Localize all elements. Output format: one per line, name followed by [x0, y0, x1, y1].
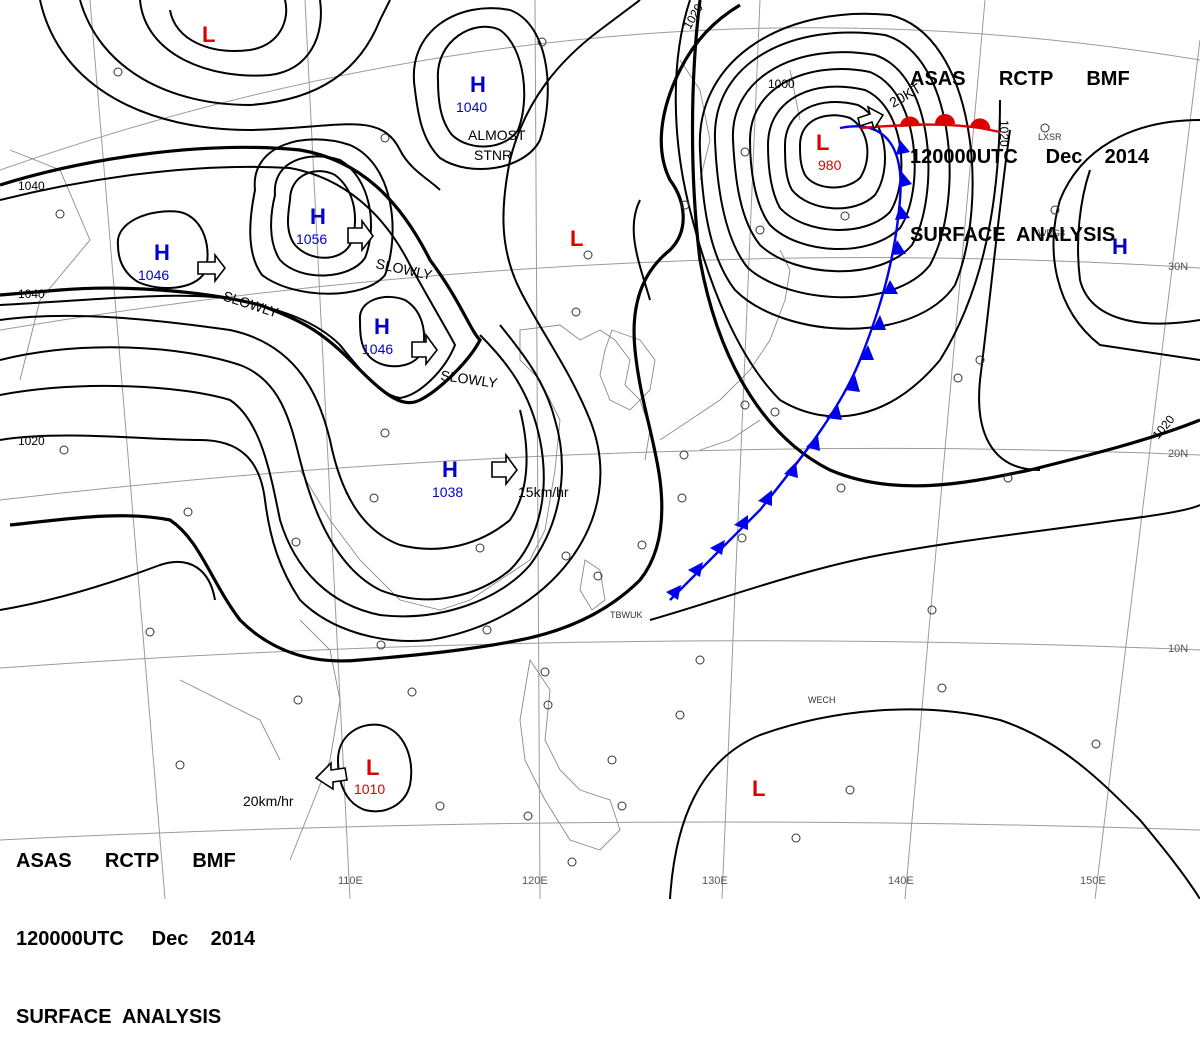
- cold-front-triangles: [666, 140, 912, 600]
- low-marker-manchuria: L: [570, 226, 583, 251]
- header-bottom-line-3: SURFACE ANALYSIS: [16, 1004, 255, 1030]
- station-id-tbwuk: TBWUK: [610, 610, 643, 620]
- header-bottom-code: BMF: [192, 850, 235, 872]
- low-marker-1010: L: [366, 755, 379, 780]
- isobar-ring-c: [0, 316, 527, 549]
- taiwan-coast: [580, 560, 605, 610]
- high-marker-1040n: H: [470, 72, 486, 97]
- note-slowly-3: SLOWLY: [440, 367, 500, 391]
- isobar-1016-pacific: [650, 505, 1200, 620]
- low-marker-pacific: L: [752, 776, 765, 801]
- lon-label-140e: 140E: [888, 875, 914, 887]
- note-speed-15: 15km/hr: [518, 484, 569, 500]
- lat-label-20n: 20N: [1168, 448, 1188, 460]
- low-value-980: 980: [818, 157, 842, 173]
- header-bottom-time: 120000UTC: [16, 928, 124, 950]
- header-top-line-1: ASAS RCTP BMF: [910, 66, 1149, 92]
- isobar-label-1020-a: 1020: [18, 434, 45, 448]
- header-top-line-2: 120000UTC Dec 2014: [910, 144, 1149, 170]
- header-bottom-year: 2014: [211, 928, 256, 950]
- isobar-1012-pacific: [670, 709, 1200, 899]
- meridian-100e: [90, 0, 165, 899]
- lon-label-110e: 110E: [338, 875, 363, 887]
- high-marker-1038: H: [442, 457, 458, 482]
- header-bottom-line-2: 120000UTC Dec 2014: [16, 926, 255, 952]
- note-slowly-2: SLOWLY: [221, 288, 281, 321]
- meridian-110e: [305, 0, 350, 899]
- cold-front-line: [670, 126, 901, 600]
- isobar-label-1000: 1000: [768, 77, 795, 91]
- high-value-1056: 1056: [296, 231, 327, 247]
- header-bottom-center: RCTP: [105, 850, 159, 872]
- header-top-month: Dec: [1046, 146, 1083, 168]
- isobar-label-1020-b: 1020: [680, 1, 706, 31]
- lon-label-130e: 130E: [702, 875, 728, 887]
- note-stnr: STNR: [474, 147, 512, 163]
- header-bottom-month: Dec: [152, 928, 189, 950]
- lat-label-30n: 30N: [1168, 261, 1188, 273]
- meridian-120e: [535, 0, 540, 899]
- isobar-north-arc-1: [80, 0, 390, 105]
- chart-header-top: ASAS RCTP BMF 120000UTC Dec 2014 SURFACE…: [910, 14, 1149, 274]
- header-top-product: ASAS: [910, 68, 966, 90]
- isobar-arctic-2: [140, 0, 321, 76]
- high-value-1040n: 1040: [456, 99, 487, 115]
- low-marker-arctic: L: [202, 22, 215, 47]
- philippines-coast: [520, 660, 620, 850]
- isobar-ring-b: [0, 325, 562, 616]
- header-bottom-product: ASAS: [16, 850, 72, 872]
- isobar-high-ring-1: [0, 167, 455, 398]
- low-marker-980: L: [816, 130, 829, 155]
- high-marker-1046w: H: [154, 240, 170, 265]
- note-almost: ALMOST: [468, 127, 526, 143]
- header-top-line-3: SURFACE ANALYSIS: [910, 222, 1149, 248]
- lon-label-120e: 120E: [522, 875, 548, 887]
- header-top-time: 120000UTC: [910, 146, 1018, 168]
- isobar-label-1040-b: 1040: [18, 287, 45, 301]
- header-top-code: BMF: [1086, 68, 1129, 90]
- chart-header-bottom: ASAS RCTP BMF 120000UTC Dec 2014 SURFACE…: [16, 796, 255, 1056]
- lat-label-10n: 10N: [1168, 643, 1188, 655]
- lon-label-150e: 150E: [1080, 875, 1106, 887]
- high-value-1046w: 1046: [138, 267, 169, 283]
- parallel-10n: [0, 641, 1200, 668]
- korea-coast: [600, 330, 655, 410]
- isobar-lower-arc: [0, 562, 215, 610]
- low-value-1010: 1010: [354, 781, 385, 797]
- isobar-label-1040-a: 1040: [18, 179, 45, 193]
- header-top-year: 2014: [1105, 146, 1150, 168]
- high-marker-1056: H: [310, 204, 326, 229]
- high-marker-1046c: H: [374, 314, 390, 339]
- station-id-wech: WECH: [808, 695, 836, 705]
- isobar-arctic-low: [170, 0, 286, 51]
- high-value-1046c: 1046: [362, 341, 393, 357]
- note-slowly-1: SLOWLY: [374, 255, 434, 283]
- arrow-1038-east: [492, 455, 517, 484]
- header-top-center: RCTP: [999, 68, 1053, 90]
- high-value-1038: 1038: [432, 484, 463, 500]
- header-bottom-line-1: ASAS RCTP BMF: [16, 848, 255, 874]
